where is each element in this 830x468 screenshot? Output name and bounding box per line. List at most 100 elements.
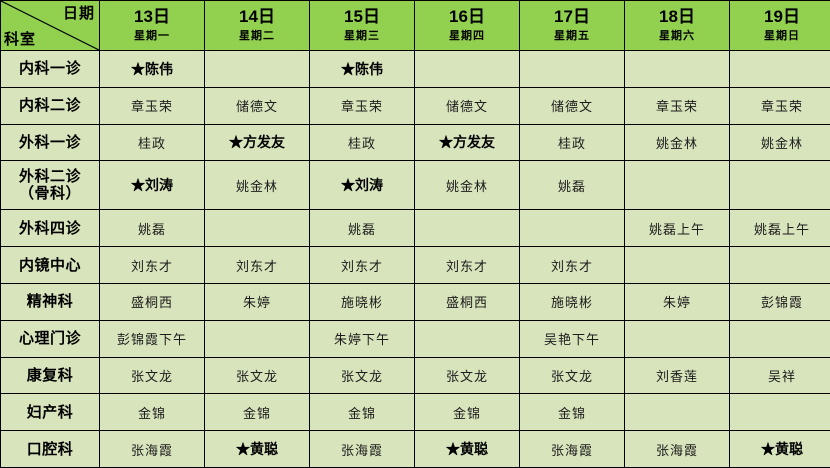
schedule-cell-assigned[interactable]: 张海霞 <box>519 430 625 468</box>
schedule-cell-assigned[interactable]: 章玉荣 <box>729 86 830 125</box>
day-weekday: 星期一 <box>134 30 170 42</box>
schedule-cell-assigned[interactable]: 章玉荣 <box>99 86 205 125</box>
schedule-cell-assigned[interactable]: 姚金林 <box>624 123 730 162</box>
schedule-cell-assigned[interactable]: 刘东才 <box>309 246 415 284</box>
department-label: 精神科 <box>0 282 100 321</box>
table-row: 内科一诊 ★陈伟 ★陈伟 <box>0 50 830 88</box>
schedule-cell-empty[interactable] <box>519 50 625 88</box>
schedule-cell-empty[interactable] <box>204 319 310 358</box>
schedule-cell-assigned[interactable]: 吴艳下午 <box>519 319 625 358</box>
schedule-cell-assigned[interactable]: 姚磊上午 <box>624 209 730 248</box>
day-weekday: 星期四 <box>449 30 485 42</box>
schedule-cell-assigned[interactable]: 姚磊 <box>519 160 625 211</box>
day-weekday: 星期二 <box>239 30 275 42</box>
schedule-cell-empty[interactable] <box>624 50 730 88</box>
department-name-line1: 外科四诊 <box>18 219 81 237</box>
schedule-cell-assigned[interactable]: 姚磊 <box>309 209 415 248</box>
schedule-cell-empty[interactable] <box>624 160 730 211</box>
day-header-14: 14日 星期二 <box>204 0 310 51</box>
schedule-cell-assigned[interactable]: ★黄聪 <box>204 430 310 468</box>
schedule-cell-assigned[interactable]: 刘东才 <box>519 246 625 284</box>
schedule-cell-assigned[interactable]: 朱婷 <box>204 282 310 321</box>
table-row: 内镜中心 刘东才 刘东才 刘东才 刘东才 刘东才 <box>0 246 830 284</box>
schedule-cell-assigned[interactable]: 施晓彬 <box>309 282 415 321</box>
table-row: 内科二诊 章玉荣 储德文 章玉荣 储德文 储德文 章玉荣 章玉荣 <box>0 86 830 125</box>
schedule-cell-assigned[interactable]: 张文龙 <box>309 356 415 395</box>
schedule-cell-assigned[interactable]: ★刘涛 <box>309 160 415 211</box>
schedule-cell-assigned[interactable]: 吴祥 <box>729 356 830 395</box>
schedule-cell-empty[interactable] <box>204 50 310 88</box>
schedule-cell-assigned[interactable]: ★黄聪 <box>414 430 520 468</box>
schedule-cell-assigned[interactable]: 朱婷下午 <box>309 319 415 358</box>
department-label: 外科一诊 <box>0 123 100 162</box>
department-label: 外科二诊 （骨科） <box>0 160 100 211</box>
day-number: 17日 <box>554 7 590 26</box>
schedule-cell-assigned[interactable]: 章玉荣 <box>309 86 415 125</box>
schedule-cell-assigned[interactable]: 储德文 <box>414 86 520 125</box>
schedule-cell-assigned[interactable]: 张文龙 <box>204 356 310 395</box>
schedule-cell-assigned[interactable]: 金锦 <box>309 393 415 432</box>
department-name-line1: 外科一诊 <box>18 133 81 151</box>
schedule-cell-assigned[interactable]: ★方发友 <box>204 123 310 162</box>
schedule-cell-assigned[interactable]: 刘东才 <box>99 246 205 284</box>
schedule-cell-assigned[interactable]: 张海霞 <box>624 430 730 468</box>
schedule-cell-assigned[interactable]: 储德文 <box>519 86 625 125</box>
schedule-cell-assigned[interactable]: ★刘涛 <box>99 160 205 211</box>
schedule-cell-assigned[interactable]: 刘香莲 <box>624 356 730 395</box>
schedule-cell-assigned[interactable]: 张文龙 <box>414 356 520 395</box>
schedule-cell-assigned[interactable]: 朱婷 <box>624 282 730 321</box>
corner-date-label: 日期 <box>62 5 95 22</box>
schedule-cell-assigned[interactable]: 桂政 <box>309 123 415 162</box>
schedule-cell-assigned[interactable]: 刘东才 <box>414 246 520 284</box>
schedule-cell-assigned[interactable]: 姚金林 <box>729 123 830 162</box>
schedule-cell-assigned[interactable]: ★陈伟 <box>309 50 415 88</box>
schedule-cell-assigned[interactable]: 张海霞 <box>99 430 205 468</box>
schedule-cell-empty[interactable] <box>624 246 730 284</box>
schedule-cell-assigned[interactable]: 金锦 <box>204 393 310 432</box>
schedule-cell-assigned[interactable]: 施晓彬 <box>519 282 625 321</box>
schedule-cell-assigned[interactable]: 姚金林 <box>204 160 310 211</box>
schedule-cell-assigned[interactable]: 金锦 <box>99 393 205 432</box>
schedule-cell-empty[interactable] <box>729 319 830 358</box>
schedule-cell-empty[interactable] <box>414 319 520 358</box>
schedule-cell-empty[interactable] <box>729 160 830 211</box>
schedule-cell-assigned[interactable]: 姚磊上午 <box>729 209 830 248</box>
table-row: 妇产科 金锦 金锦 金锦 金锦 金锦 <box>0 393 830 432</box>
schedule-cell-assigned[interactable]: 储德文 <box>204 86 310 125</box>
schedule-cell-assigned[interactable]: 桂政 <box>519 123 625 162</box>
schedule-cell-assigned[interactable]: 盛桐西 <box>99 282 205 321</box>
department-name-line1: 内科二诊 <box>18 97 81 115</box>
schedule-cell-empty[interactable] <box>624 319 730 358</box>
schedule-cell-empty[interactable] <box>624 393 730 432</box>
schedule-cell-assigned[interactable]: 张文龙 <box>99 356 205 395</box>
schedule-cell-assigned[interactable]: 姚金林 <box>414 160 520 211</box>
schedule-cell-assigned[interactable]: 章玉荣 <box>624 86 730 125</box>
schedule-cell-empty[interactable] <box>414 50 520 88</box>
schedule-cell-assigned[interactable]: 张文龙 <box>519 356 625 395</box>
schedule-cell-empty[interactable] <box>519 209 625 248</box>
schedule-cell-assigned[interactable]: ★陈伟 <box>99 50 205 88</box>
schedule-cell-assigned[interactable]: ★黄聪 <box>729 430 830 468</box>
table-header-row: 日期 科室 13日 星期一 14日 星期二 15日 星期三 16日 星期四 1 <box>0 0 830 51</box>
schedule-cell-assigned[interactable]: ★方发友 <box>414 123 520 162</box>
schedule-cell-empty[interactable] <box>729 393 830 432</box>
schedule-cell-assigned[interactable]: 彭锦霞下午 <box>99 319 205 358</box>
schedule-cell-assigned[interactable]: 刘东才 <box>204 246 310 284</box>
department-name-line2: （骨科） <box>18 185 81 203</box>
table-row: 精神科 盛桐西 朱婷 施晓彬 盛桐西 施晓彬 朱婷 彭锦霞 <box>0 282 830 321</box>
day-number: 15日 <box>344 7 380 26</box>
day-weekday: 星期六 <box>659 30 695 42</box>
schedule-cell-empty[interactable] <box>414 209 520 248</box>
day-header-17: 17日 星期五 <box>519 0 625 51</box>
schedule-cell-assigned[interactable]: 金锦 <box>414 393 520 432</box>
schedule-cell-empty[interactable] <box>729 246 830 284</box>
schedule-cell-assigned[interactable]: 彭锦霞 <box>729 282 830 321</box>
schedule-cell-empty[interactable] <box>204 209 310 248</box>
schedule-cell-assigned[interactable]: 张海霞 <box>309 430 415 468</box>
schedule-cell-empty[interactable] <box>729 50 830 88</box>
schedule-cell-assigned[interactable]: 盛桐西 <box>414 282 520 321</box>
schedule-cell-assigned[interactable]: 桂政 <box>99 123 205 162</box>
schedule-cell-assigned[interactable]: 姚磊 <box>99 209 205 248</box>
schedule-cell-assigned[interactable]: 金锦 <box>519 393 625 432</box>
